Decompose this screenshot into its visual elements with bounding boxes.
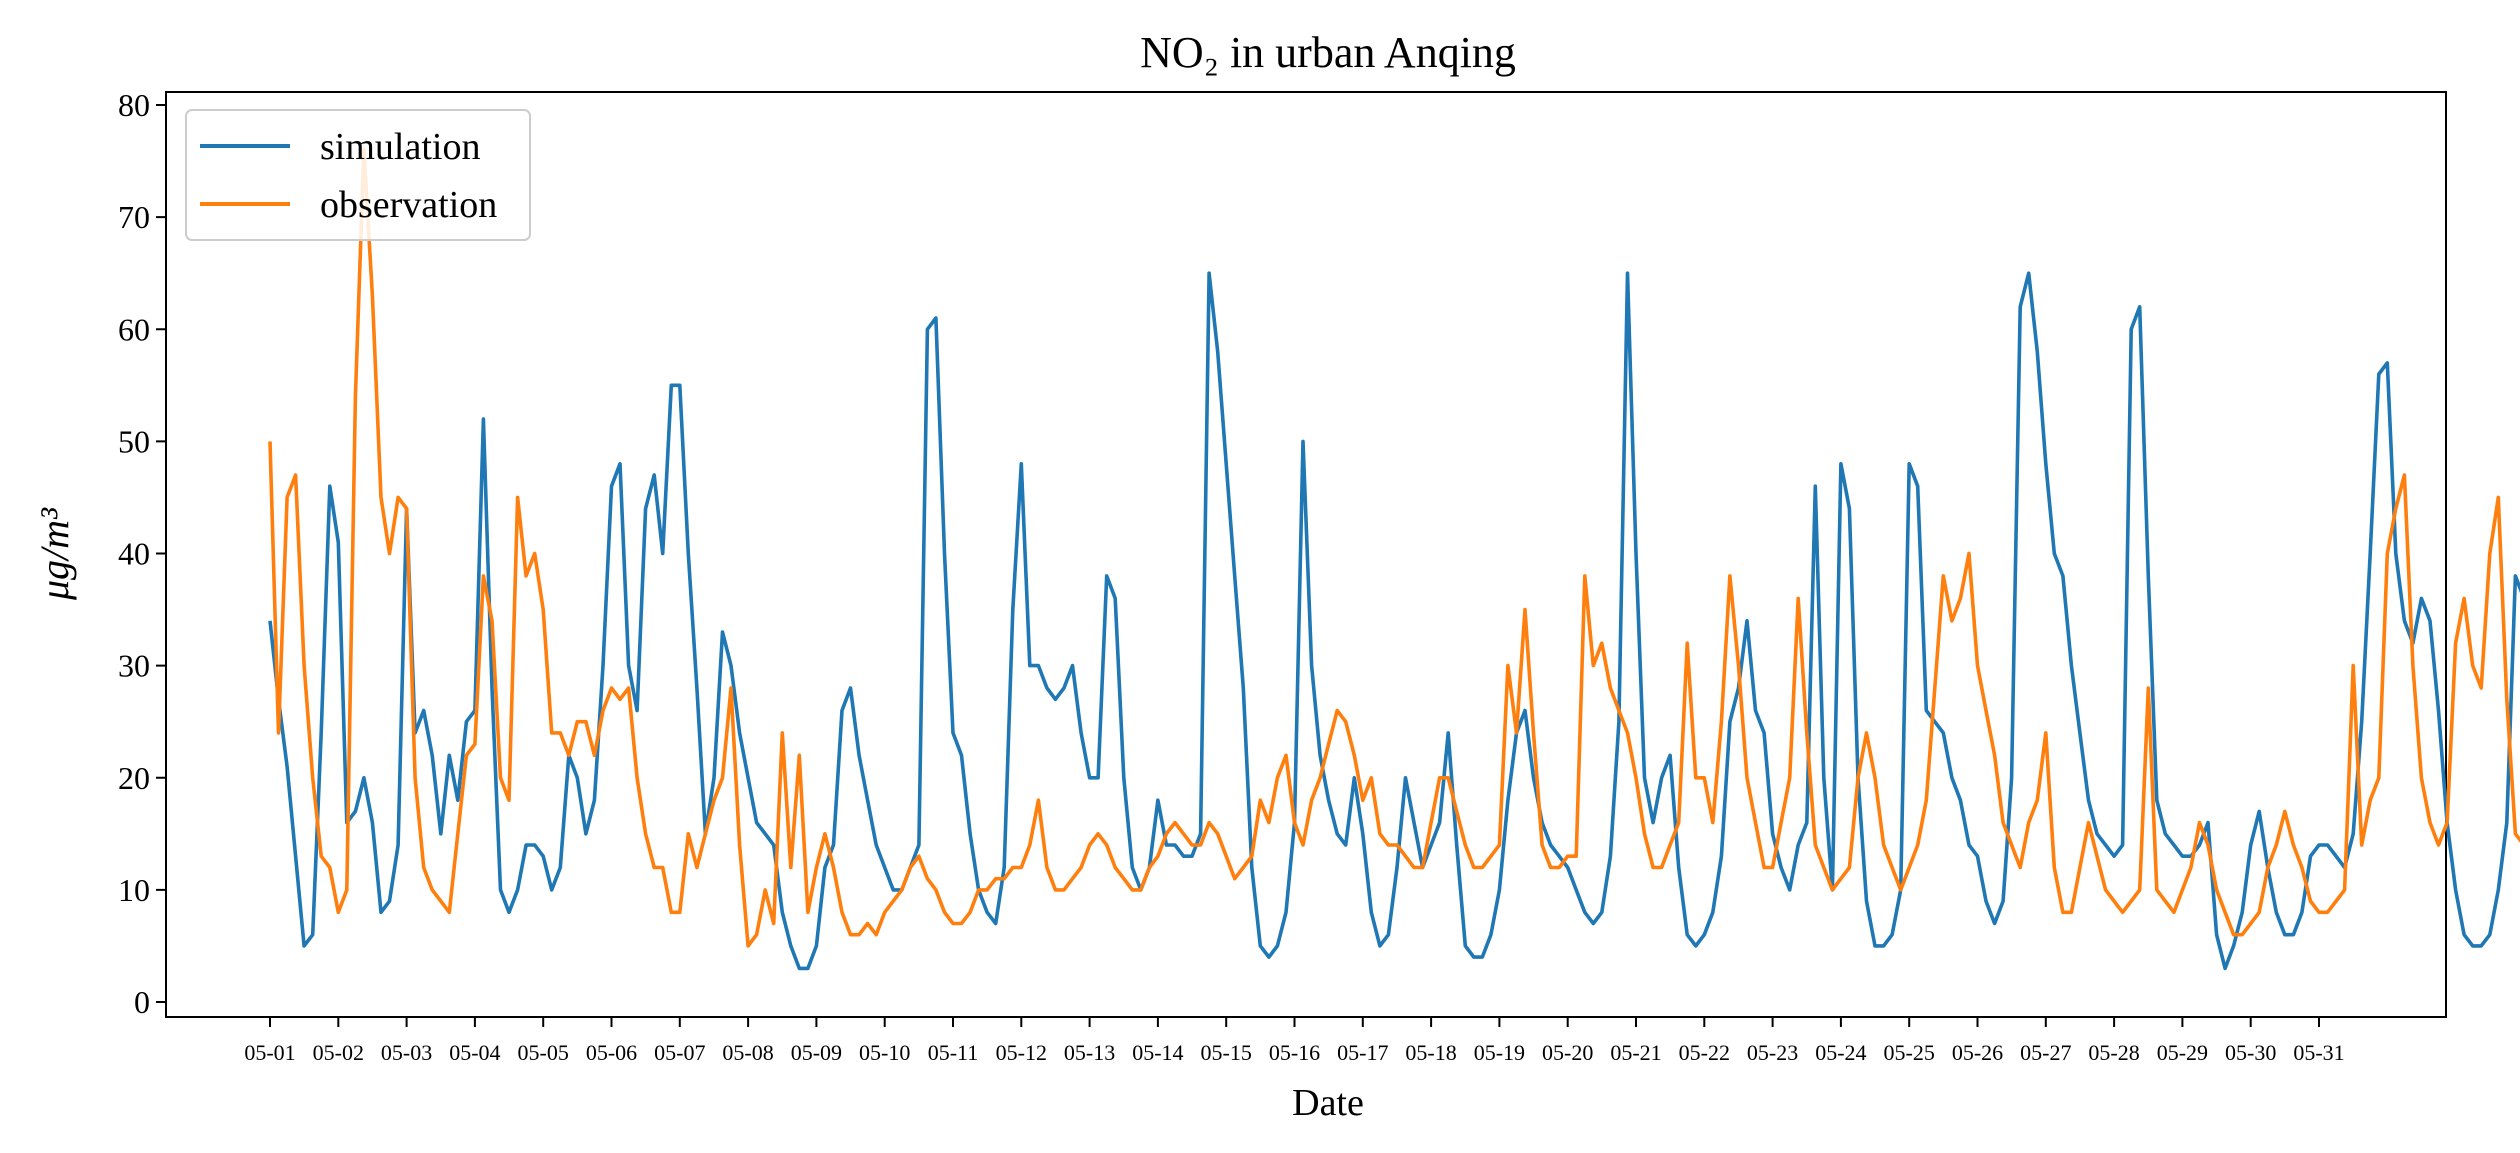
y-tick-label: 70	[118, 199, 150, 235]
legend-box	[185, 109, 531, 241]
y-tick-label: 80	[118, 87, 150, 123]
x-tick-label: 05-09	[791, 1040, 842, 1065]
y-tick-label: 30	[118, 648, 150, 684]
x-tick-label: 05-03	[381, 1040, 432, 1065]
x-tick-label: 05-18	[1405, 1040, 1456, 1065]
x-tick-label: 05-10	[859, 1040, 910, 1065]
x-tick-label: 05-11	[928, 1040, 979, 1065]
x-axis-label: Date	[1292, 1082, 1364, 1124]
x-tick-label: 05-22	[1679, 1040, 1730, 1065]
x-tick-label: 05-12	[996, 1040, 1047, 1065]
x-tick-label: 05-21	[1610, 1040, 1661, 1065]
x-tick-label: 05-05	[518, 1040, 569, 1065]
chart-title: NO₂ in urban Anqing	[1140, 28, 1516, 77]
x-tick-label: 05-01	[244, 1040, 295, 1065]
x-tick-label: 05-25	[1884, 1040, 1935, 1065]
legend-label-simulation: simulation	[320, 126, 480, 168]
y-axis: 0 10 20 30 40 50 60 70 80	[118, 87, 166, 1020]
x-tick-label: 05-28	[2088, 1040, 2139, 1065]
x-axis: 05-01 05-02 05-03 05-04 05-05 05-06 05-07 05-08…	[244, 1017, 2345, 1065]
y-axis-label: μg/m³	[32, 507, 77, 601]
x-tick-label: 05-02	[313, 1040, 364, 1065]
x-tick-label: 05-31	[2293, 1040, 2344, 1065]
x-tick-label: 05-19	[1474, 1040, 1525, 1065]
y-tick-label: 20	[118, 760, 150, 796]
series-line-observation	[268, 148, 2520, 948]
x-tick-label: 05-13	[1064, 1040, 1115, 1065]
x-tick-label: 05-26	[1952, 1040, 2003, 1065]
legend-label-observation: observation	[320, 184, 497, 226]
series-lines	[268, 148, 2520, 971]
x-tick-label: 05-27	[2020, 1040, 2071, 1065]
x-tick-label: 05-15	[1201, 1040, 1252, 1065]
x-tick-label: 05-23	[1747, 1040, 1798, 1065]
x-tick-label: 05-08	[722, 1040, 773, 1065]
x-tick-label: 05-06	[586, 1040, 637, 1065]
x-tick-label: 05-14	[1132, 1040, 1183, 1065]
y-tick-label: 10	[118, 872, 150, 908]
y-tick-label: 40	[118, 536, 150, 572]
x-tick-label: 05-24	[1815, 1040, 1866, 1065]
x-tick-label: 05-16	[1269, 1040, 1320, 1065]
x-tick-label: 05-17	[1337, 1040, 1388, 1065]
y-tick-label: 0	[134, 984, 150, 1020]
legend: simulation observation	[185, 109, 531, 241]
x-tick-label: 05-04	[449, 1040, 500, 1065]
x-tick-label: 05-20	[1542, 1040, 1593, 1065]
x-tick-label: 05-30	[2225, 1040, 2276, 1065]
x-tick-label: 05-29	[2157, 1040, 2208, 1065]
series-line-simulation	[268, 271, 2520, 971]
y-tick-label: 50	[118, 423, 150, 459]
x-tick-label: 05-07	[654, 1040, 705, 1065]
y-tick-label: 60	[118, 311, 150, 347]
